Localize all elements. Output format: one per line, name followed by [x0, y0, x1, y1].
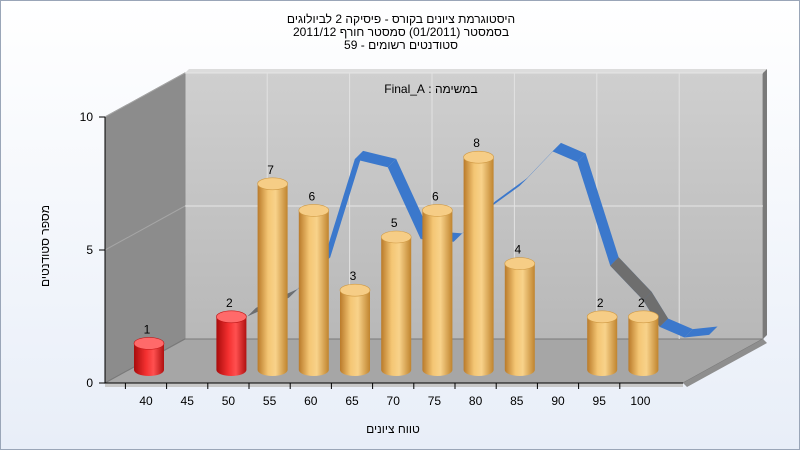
back-wall-top-edge — [185, 69, 767, 73]
x-tick-label: 90 — [551, 394, 565, 408]
bar — [628, 310, 659, 376]
grid-line-side — [104, 72, 186, 118]
bar-body — [257, 183, 288, 376]
bar-top — [298, 204, 330, 217]
x-tick-label: 100 — [630, 394, 650, 408]
curve-segment-shadow — [610, 257, 652, 301]
data-label: 2 — [226, 296, 233, 310]
bar-body — [422, 210, 453, 376]
bar-body — [216, 316, 247, 376]
bar-top — [628, 310, 659, 324]
bar-body — [504, 263, 535, 376]
data-labels: 1 2 7 6 3 5 6 8 4 2 2 — [144, 136, 645, 336]
y-tick-label: 10 — [80, 110, 94, 124]
chart-title-block: היסטוגרמת ציונים בקורס - פיסיקה 2 לביולו… — [1, 13, 800, 52]
data-label: 4 — [514, 243, 521, 257]
bar-top — [504, 257, 536, 270]
x-tick-label: 45 — [181, 394, 195, 408]
curve-segment — [577, 153, 619, 266]
bar — [133, 337, 165, 376]
chart-subtitle-line-1: בסמסטר (01/2011) סמסטר חורף 2011/12 — [292, 25, 510, 39]
bar — [586, 310, 618, 376]
bar-top — [463, 150, 494, 164]
bar — [504, 257, 536, 376]
chart-subtitle-line-2: סטודנטים רשומים - 59 — [344, 38, 458, 52]
curve-segment — [659, 318, 693, 338]
curve-segment — [552, 142, 586, 162]
bar — [216, 310, 247, 376]
bar — [380, 230, 412, 376]
back-wall-right-edge — [763, 69, 767, 339]
data-label: 3 — [350, 269, 357, 283]
x-tick-label: 65 — [345, 394, 359, 408]
bar-top — [380, 230, 412, 244]
x-tick-label: 70 — [387, 394, 401, 408]
y-tick-label: 0 — [86, 376, 93, 390]
data-label: 5 — [391, 216, 398, 230]
x-tick-label: 95 — [593, 394, 607, 408]
bar — [422, 204, 453, 376]
curve-segment — [387, 158, 430, 240]
curve-segment-shadow — [643, 291, 669, 327]
curve-segment — [684, 326, 718, 338]
chart-title: היסטוגרמת ציונים בקורס - פיסיקה 2 לביולו… — [286, 12, 516, 26]
x-axis-label: טווח ציונים — [366, 422, 420, 436]
floor-front-edge — [105, 383, 683, 387]
x-tick-label: 40 — [139, 394, 153, 408]
bar-top — [586, 310, 618, 324]
bar-body — [628, 316, 659, 376]
bar — [257, 177, 288, 376]
bar — [339, 283, 371, 376]
x-tick-label: 55 — [263, 394, 277, 408]
curve-segment — [321, 150, 364, 266]
bar — [463, 150, 494, 376]
bar-top — [133, 337, 165, 350]
grid-line-side — [104, 205, 186, 251]
data-label: 6 — [308, 189, 315, 203]
y-tick-label: 5 — [86, 243, 93, 257]
curve-segment — [486, 177, 528, 210]
bar-top — [216, 310, 247, 324]
bar-top — [339, 283, 371, 297]
data-label: 6 — [432, 189, 439, 203]
data-label: 7 — [267, 163, 274, 177]
bar-body — [381, 237, 412, 376]
data-label: 1 — [144, 322, 151, 336]
bar-body — [587, 316, 618, 376]
bar-body — [463, 157, 494, 376]
data-label: 8 — [473, 136, 480, 150]
x-tick-label: 85 — [510, 394, 524, 408]
bar-body — [134, 343, 164, 376]
bar-body — [298, 210, 329, 376]
chart-annotation: במשימה : Final_A — [384, 82, 477, 96]
curve-segment — [519, 142, 561, 186]
y-axis-label: מספר סטודנטים — [38, 205, 52, 287]
bar-body — [340, 290, 370, 376]
floor-right-edge — [683, 339, 767, 387]
curve-segment — [354, 150, 397, 168]
bar — [298, 204, 330, 376]
x-tick-label: 80 — [469, 394, 483, 408]
data-label: 2 — [597, 296, 604, 310]
x-tick-label: 60 — [304, 394, 318, 408]
bar-top — [257, 177, 288, 191]
x-tick-label: 50 — [222, 394, 236, 408]
bar-top — [422, 204, 453, 217]
x-tick-label: 75 — [428, 394, 442, 408]
bars — [133, 150, 659, 376]
data-label: 2 — [638, 296, 645, 310]
